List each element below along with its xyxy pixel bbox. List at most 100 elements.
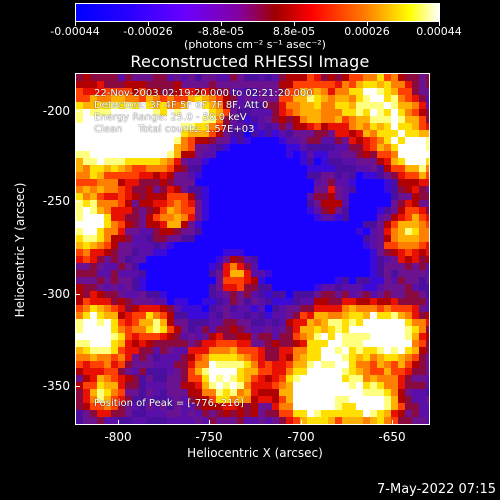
heatmap-cell (174, 235, 181, 242)
heatmap-cell (293, 214, 300, 221)
heatmap-cell (181, 354, 188, 361)
heatmap-cell (286, 368, 293, 375)
heatmap-cell (104, 158, 111, 165)
heatmap-cell (335, 382, 342, 389)
heatmap-cell (307, 165, 314, 172)
heatmap-cell (300, 354, 307, 361)
heatmap-cell (216, 207, 223, 214)
heatmap-cell (384, 95, 391, 102)
heatmap-cell (419, 410, 426, 417)
heatmap-cell (153, 389, 160, 396)
heatmap-cell (90, 95, 97, 102)
heatmap-cell (405, 242, 412, 249)
heatmap-cell (160, 361, 167, 368)
heatmap-cell (160, 151, 167, 158)
heatmap-cell (384, 403, 391, 410)
heatmap-cell (349, 347, 356, 354)
heatmap-cell (111, 354, 118, 361)
heatmap-cell (90, 340, 97, 347)
heatmap-cell (146, 165, 153, 172)
heatmap-cell (118, 347, 125, 354)
heatmap-cell (139, 214, 146, 221)
heatmap-cell (153, 172, 160, 179)
heatmap-cell (118, 207, 125, 214)
heatmap-cell (202, 256, 209, 263)
heatmap-cell (202, 151, 209, 158)
heatmap-cell (342, 130, 349, 137)
heatmap-cell (300, 284, 307, 291)
heatmap-cell (251, 368, 258, 375)
heatmap-cell (167, 277, 174, 284)
heatmap-cell (398, 81, 405, 88)
heatmap-cell (314, 151, 321, 158)
heatmap-cell (384, 186, 391, 193)
heatmap-cell (286, 158, 293, 165)
heatmap-cell (195, 305, 202, 312)
heatmap-cell (118, 305, 125, 312)
heatmap-cell (118, 396, 125, 403)
heatmap-cell (97, 235, 104, 242)
heatmap-cell (209, 319, 216, 326)
heatmap-cell (321, 305, 328, 312)
heatmap-cell (76, 382, 83, 389)
heatmap-cell (307, 116, 314, 123)
heatmap-cell (209, 326, 216, 333)
heatmap-cell (76, 375, 83, 382)
heatmap-cell (356, 375, 363, 382)
heatmap-cell (279, 137, 286, 144)
y-tick-mark (75, 386, 80, 387)
heatmap-cell (314, 277, 321, 284)
heatmap-cell (272, 249, 279, 256)
heatmap-cell (216, 144, 223, 151)
heatmap-cell (363, 424, 370, 425)
heatmap-cell (363, 214, 370, 221)
heatmap-cell (342, 277, 349, 284)
heatmap-cell (230, 263, 237, 270)
heatmap-cell (83, 263, 90, 270)
heatmap-cell (279, 102, 286, 109)
heatmap-cell (272, 263, 279, 270)
heatmap-cell (265, 81, 272, 88)
heatmap-cell (174, 410, 181, 417)
heatmap-cell (76, 186, 83, 193)
heatmap-cell (132, 74, 139, 81)
heatmap-cell (153, 109, 160, 116)
heatmap-cell (342, 81, 349, 88)
heatmap-cell (153, 242, 160, 249)
heatmap-cell (153, 368, 160, 375)
heatmap-cell (384, 228, 391, 235)
heatmap-cell (286, 389, 293, 396)
heatmap-cell (342, 298, 349, 305)
heatmap-cell (426, 284, 429, 291)
heatmap-cell (412, 284, 419, 291)
heatmap-cell (202, 249, 209, 256)
heatmap-cell (391, 207, 398, 214)
heatmap-cell (111, 116, 118, 123)
heatmap-cell (111, 361, 118, 368)
heatmap-cell (384, 424, 391, 425)
heatmap-cell (398, 102, 405, 109)
heatmap-cell (125, 256, 132, 263)
heatmap-cell (265, 193, 272, 200)
heatmap-cell (139, 179, 146, 186)
heatmap-cell (363, 116, 370, 123)
heatmap-cell (286, 284, 293, 291)
heatmap-cell (132, 291, 139, 298)
heatmap-cell (412, 417, 419, 424)
heatmap-cell (272, 305, 279, 312)
heatmap-cell (132, 200, 139, 207)
heatmap-cell (97, 193, 104, 200)
heatmap-cell (314, 284, 321, 291)
heatmap-cell (139, 221, 146, 228)
heatmap-cell (356, 396, 363, 403)
heatmap-cell (174, 102, 181, 109)
heatmap-cell (321, 326, 328, 333)
heatmap-cell (370, 312, 377, 319)
heatmap-cell (230, 235, 237, 242)
heatmap-cell (237, 368, 244, 375)
heatmap-cell (76, 361, 83, 368)
heatmap-cell (279, 95, 286, 102)
heatmap-cell (160, 326, 167, 333)
heatmap-cell (412, 347, 419, 354)
heatmap-cell (216, 172, 223, 179)
